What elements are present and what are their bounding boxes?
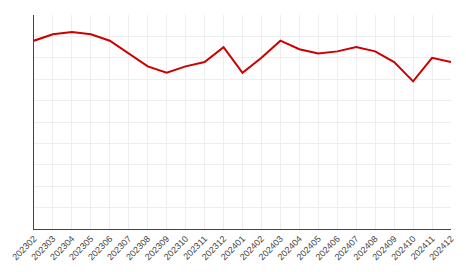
- svg-text:202409: 202409: [370, 234, 398, 262]
- svg-text:202411: 202411: [409, 234, 437, 262]
- svg-text:202311: 202311: [181, 234, 209, 262]
- svg-text:202406: 202406: [314, 234, 342, 262]
- svg-text:202307: 202307: [105, 234, 133, 262]
- svg-text:202306: 202306: [86, 234, 114, 262]
- svg-text:202303: 202303: [29, 234, 57, 262]
- svg-text:202312: 202312: [200, 234, 228, 262]
- svg-text:202402: 202402: [238, 234, 266, 262]
- svg-text:202410: 202410: [389, 234, 417, 262]
- svg-text:202412: 202412: [427, 234, 455, 262]
- svg-text:202408: 202408: [351, 234, 379, 262]
- svg-text:202405: 202405: [295, 234, 323, 262]
- svg-text:202404: 202404: [276, 234, 304, 262]
- svg-text:202308: 202308: [124, 234, 152, 262]
- svg-text:202407: 202407: [333, 234, 361, 262]
- svg-text:202302: 202302: [10, 234, 38, 262]
- svg-text:202309: 202309: [143, 234, 171, 262]
- svg-text:202305: 202305: [67, 234, 95, 262]
- svg-text:202304: 202304: [48, 234, 76, 262]
- svg-text:202403: 202403: [257, 234, 285, 262]
- svg-text:202401: 202401: [219, 234, 247, 262]
- svg-text:202310: 202310: [162, 234, 190, 262]
